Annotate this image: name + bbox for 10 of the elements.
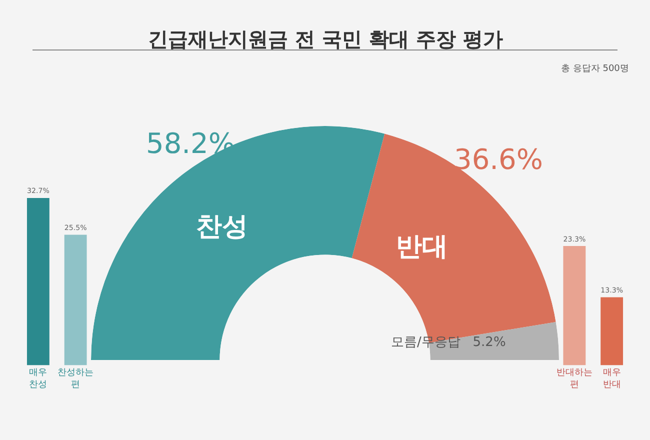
x-tick-label: 매우 반대 bbox=[602, 368, 621, 390]
slice-label: 반대 bbox=[396, 232, 448, 262]
slice-label: 모름/무응답 5.2% bbox=[391, 335, 506, 350]
slice-label: 찬성 bbox=[196, 212, 248, 242]
x-tick-label: 매우 찬성 bbox=[29, 368, 48, 390]
text: 총 응답자 500명 bbox=[561, 64, 629, 74]
x-tick-label: 찬성하는 편 bbox=[58, 368, 94, 390]
data-label: 36.6% bbox=[454, 143, 543, 176]
x-tick-label: 반대하는 편 bbox=[556, 368, 592, 390]
chart-title: 긴급재난지원금 전 국민 확대 주장 평가 bbox=[148, 27, 503, 51]
